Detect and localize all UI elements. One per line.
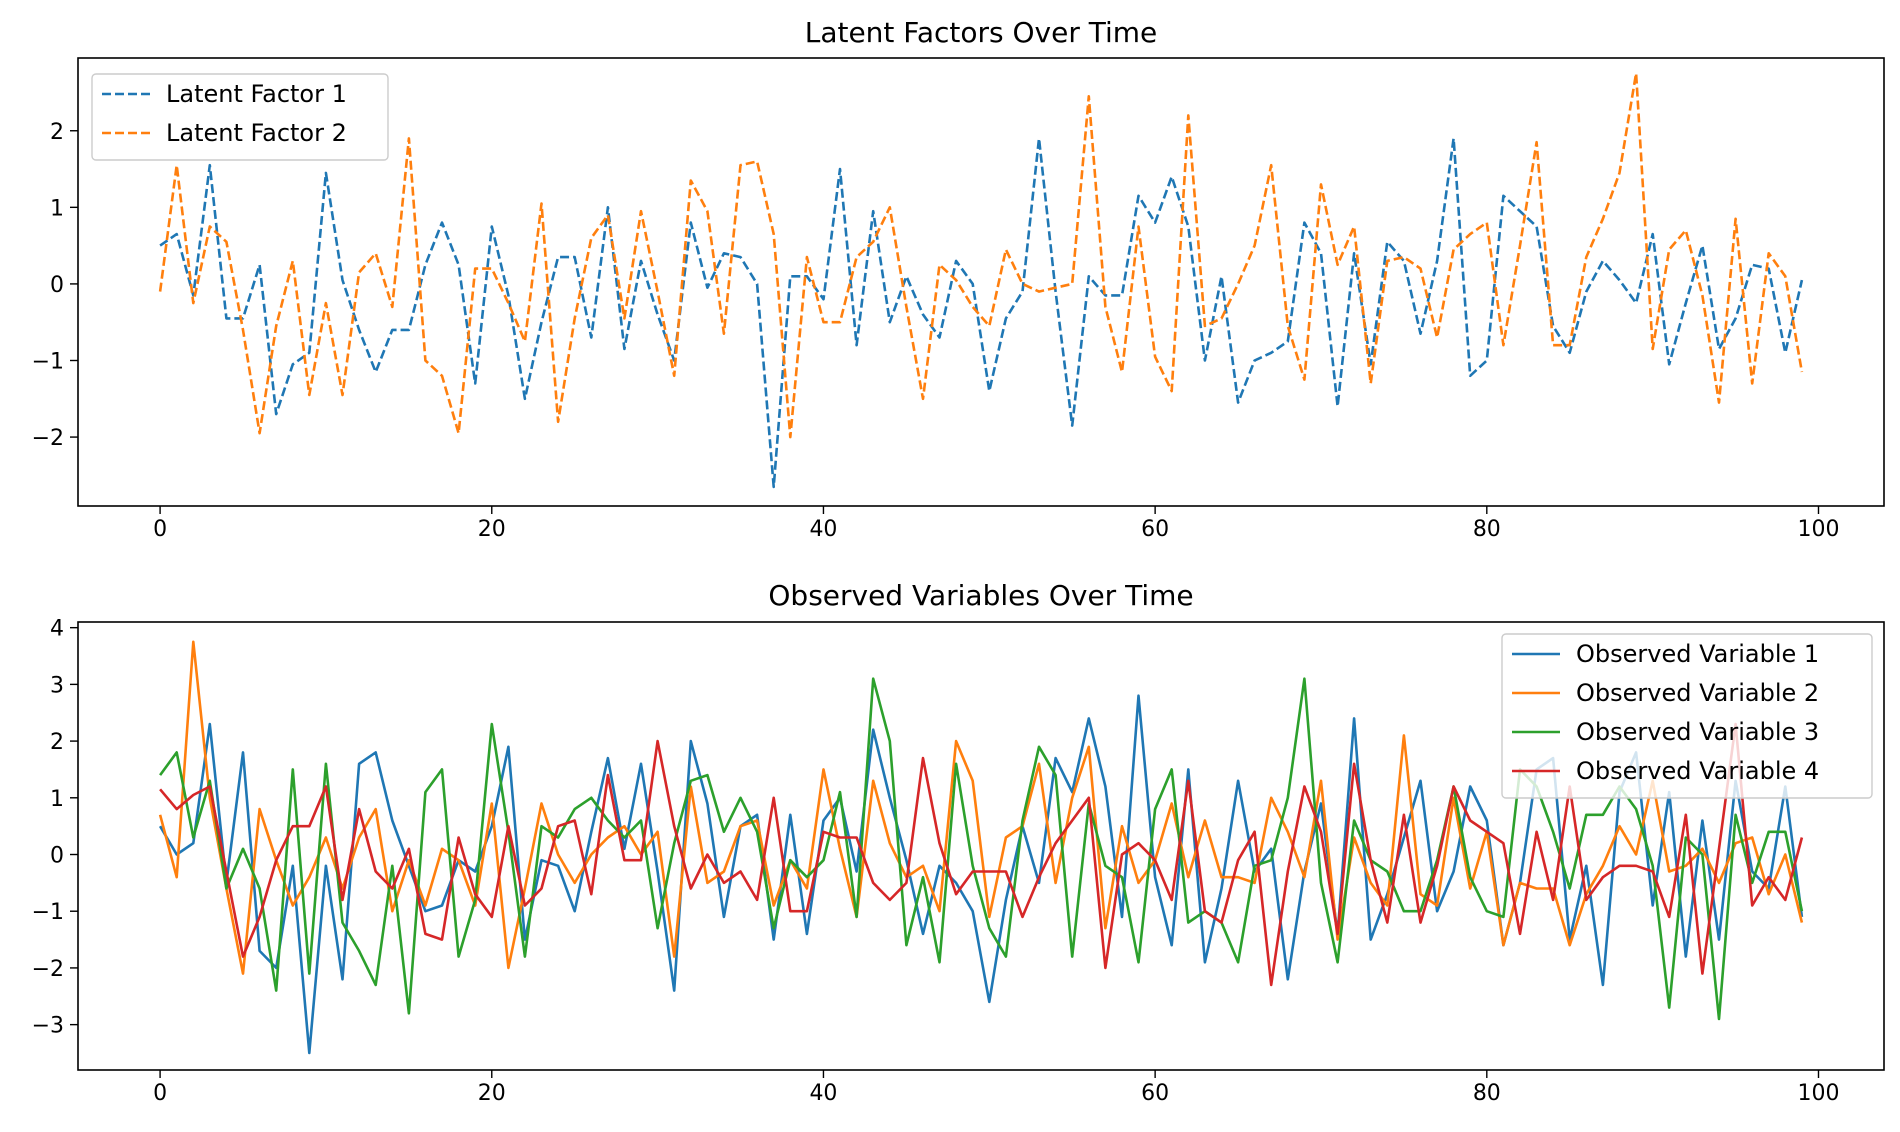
- x-tick-label: 60: [1141, 1081, 1169, 1106]
- y-tick-label: 4: [50, 617, 64, 642]
- plot-area: [158, 640, 1804, 1055]
- legend-label: Latent Factor 1: [166, 80, 347, 108]
- legend-label: Latent Factor 2: [166, 119, 347, 147]
- axis-ticks: 0 20 40 60 80 100 −2 −1 0 1 2: [32, 120, 1840, 542]
- y-tick-label: −2: [32, 426, 64, 451]
- legend-label: Observed Variable 2: [1576, 679, 1819, 707]
- y-tick-label: 3: [50, 673, 64, 698]
- x-tick-label: 60: [1141, 517, 1169, 542]
- legend-box: [1501, 633, 1873, 799]
- y-tick-label: 2: [50, 730, 64, 755]
- y-tick-label: 0: [50, 844, 64, 869]
- axes-frame: [77, 57, 1885, 507]
- y-tick-label: 0: [50, 273, 64, 298]
- x-tick-label: 0: [153, 517, 167, 542]
- x-tick-label: 80: [1473, 1081, 1501, 1106]
- y-tick-label: 1: [50, 196, 64, 221]
- y-tick-label: −2: [32, 957, 64, 982]
- legend-label: Observed Variable 1: [1576, 640, 1819, 668]
- x-tick-label: 0: [153, 1081, 167, 1106]
- series-line-4: [159, 722, 1804, 987]
- observed-variables-subplot: Observed Variables Over Time 0 20 40 60 80 10…: [32, 579, 1885, 1106]
- axes-frame: [77, 621, 1885, 1071]
- legend-label: Observed Variable 4: [1576, 757, 1819, 785]
- x-tick-label: 20: [478, 517, 506, 542]
- legend: Latent Factor 1 Latent Factor 2: [91, 73, 389, 161]
- x-tick-label: 40: [809, 1081, 837, 1106]
- latent-factors-subplot: Latent Factors Over Time 0 20 40 60 80 100−2−…: [32, 16, 1885, 542]
- series-line-1: [158, 694, 1804, 1055]
- x-tick-label: 20: [478, 1081, 506, 1106]
- legend-box: [91, 73, 389, 161]
- legend-label: Observed Variable 3: [1576, 718, 1819, 746]
- x-tick-label: 40: [809, 517, 837, 542]
- chart-title: Latent Factors Over Time: [805, 16, 1158, 49]
- x-tick-label: 100: [1797, 1081, 1839, 1106]
- series-line-1: [159, 137, 1804, 489]
- x-tick-label: 80: [1473, 517, 1501, 542]
- axis-ticks: 0 20 40 60 80 100 −3 −2 −1 0 1 2 3 4: [32, 617, 1840, 1106]
- y-tick-label: −3: [32, 1014, 64, 1039]
- y-tick-label: −1: [32, 900, 64, 925]
- y-tick-label: −1: [32, 349, 64, 374]
- series-line-2: [158, 72, 1804, 439]
- y-tick-label: 2: [50, 120, 64, 145]
- plot-area: [158, 72, 1804, 489]
- y-tick-label: 1: [50, 787, 64, 812]
- x-tick-label: 100: [1797, 517, 1839, 542]
- legend: Observed Variable 1 Observed Variable 2 Ob…: [1501, 633, 1873, 799]
- chart-title: Observed Variables Over Time: [768, 579, 1193, 612]
